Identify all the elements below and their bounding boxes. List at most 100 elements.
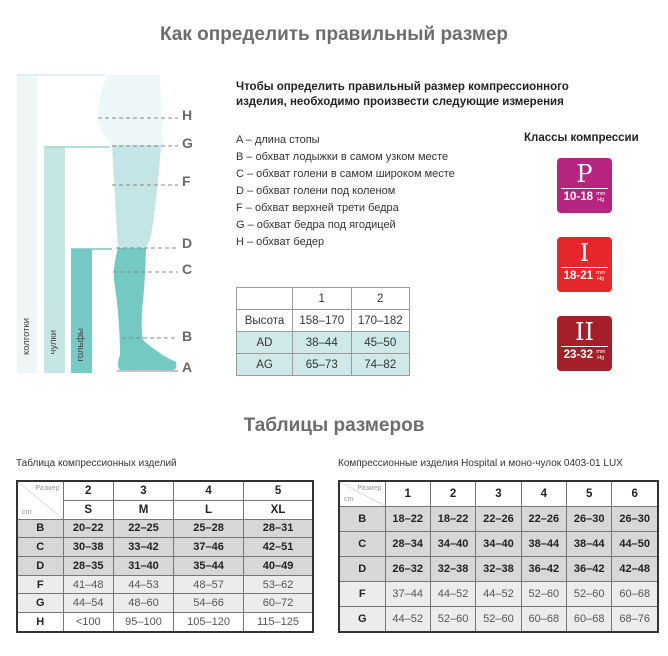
- table-row: F 41–48 44–53 48–57 53–62: [16, 574, 314, 595]
- table-cell: 36–42: [565, 555, 613, 582]
- table-row: C 30–38 33–42 37–46 42–51: [16, 537, 314, 557]
- table-cell: 1: [384, 480, 431, 508]
- table-cell: 3: [112, 480, 175, 501]
- table-cell: 25–28: [173, 518, 245, 539]
- table-cell: XL: [243, 499, 314, 520]
- table-cell: 44–53: [112, 574, 175, 595]
- table-cell: 60–68: [520, 605, 568, 633]
- table-cell: 28–34: [384, 531, 431, 557]
- knee-bar: [71, 249, 92, 373]
- table-header-row: Размер cm 2 3 4 5: [16, 480, 314, 520]
- table-cell: 4: [520, 480, 568, 508]
- table-cell: 48–60: [112, 593, 175, 614]
- table-cell: 36–42: [520, 555, 568, 582]
- table-cell: D: [16, 555, 64, 576]
- table-cell: 26–30: [611, 506, 659, 533]
- table-cell: L: [173, 499, 245, 520]
- class-p-badge: P 10-18 mm Hg: [557, 158, 612, 213]
- table-cell: 60–68: [611, 580, 659, 607]
- compression-title: Классы компрессии: [524, 132, 639, 144]
- table-cell: D: [338, 555, 386, 582]
- compression-size-table: Размер cm 2 3 4 5 S M L XL B 20–22 22–25 25–28 28–31 C 3…: [16, 480, 314, 633]
- table-cell: G: [338, 605, 386, 633]
- measurement-item: H – обхват бедер: [236, 236, 325, 248]
- table1-caption: Таблица компрессионных изделий: [16, 458, 177, 469]
- table-cell: 44–54: [62, 593, 114, 614]
- measurement-item: G – обхват бедра под ягодицей: [236, 219, 396, 231]
- table-cell: 37–44: [384, 580, 431, 607]
- table-cell: 48–57: [173, 574, 245, 595]
- table-cell: F: [338, 580, 386, 607]
- table-cell: 5: [243, 480, 314, 501]
- table-cell: 18–22: [384, 506, 431, 533]
- stockings-bar: [44, 147, 65, 373]
- table-cell: 32–38: [475, 555, 522, 582]
- table-row: D 28–35 31–40 35–44 40–49: [16, 555, 314, 576]
- table-cell: 22–26: [520, 506, 568, 533]
- table-cell: 68–76: [611, 605, 659, 633]
- table-row: C 28–34 34–40 34–40 38–44 38–44 44–50: [338, 531, 659, 557]
- page-title: Как определить правильный размер: [159, 24, 509, 45]
- table-cell: 60–68: [565, 605, 613, 633]
- table-cell: 28–31: [243, 518, 314, 539]
- class-1-badge: I 18-21 mm Hg: [557, 237, 612, 292]
- table-cell: G: [16, 593, 64, 614]
- table-row: G 44–52 52–60 52–60 60–68 60–68 68–76: [338, 605, 659, 633]
- corner-size-label: Размер: [357, 485, 382, 492]
- table-cell: 44–50: [611, 531, 659, 557]
- point-f: F: [182, 173, 191, 189]
- table-cell: C: [338, 531, 386, 557]
- table-cell: 44–52: [429, 580, 477, 607]
- table-cell: 52–60: [565, 580, 613, 607]
- thigh-shape: [112, 145, 161, 248]
- table-cell: 5: [565, 480, 613, 508]
- table-cell: 20–22: [62, 518, 114, 539]
- table-cell: 22–25: [112, 518, 175, 539]
- leg-diagram: [17, 74, 178, 373]
- table-cell: 44–52: [384, 605, 431, 633]
- table-cell: F: [16, 574, 64, 595]
- table-cell: 38–44: [565, 531, 613, 557]
- table-cell: 2: [62, 480, 114, 501]
- point-b: B: [182, 328, 193, 344]
- table-cell: 52–60: [475, 605, 522, 633]
- table-cell: 37–46: [173, 537, 245, 557]
- measurement-item: A – длина стопы: [236, 134, 320, 146]
- stockings-label: чулки: [48, 330, 59, 355]
- table-cell: 105–120: [173, 612, 245, 633]
- table-cell: 41–48: [62, 574, 114, 595]
- table-cell: 4: [173, 480, 245, 501]
- table-cell: 52–60: [429, 605, 477, 633]
- table-cell: 28–35: [62, 555, 114, 576]
- table-cell: 42–51: [243, 537, 314, 557]
- table-cell: B: [16, 518, 64, 539]
- table-cell: 22–26: [475, 506, 522, 533]
- class-2-badge: II 23-32 mm Hg: [557, 316, 612, 371]
- hospital-size-table: Размер cm 1 2 3 4 5 6 B 18–22 18–22 22–26 22–26 26–30…: [338, 480, 659, 633]
- corner-unit-label: cm: [344, 496, 354, 504]
- knee-socks-label: гольфы: [75, 328, 86, 362]
- table-header-row: Размер cm 1 2 3 4 5 6: [338, 480, 659, 508]
- table-cell: 6: [611, 480, 659, 508]
- corner-size-label: Размер: [35, 485, 60, 492]
- table-cell: 18–22: [429, 506, 477, 533]
- tables-title: Таблицы размеров: [243, 415, 425, 436]
- table-row: D 26–32 32–38 32–38 36–42 36–42 42–48: [338, 555, 659, 582]
- table-corner: Размер cm: [338, 480, 386, 508]
- table-row: B 20–22 22–25 25–28 28–31: [16, 518, 314, 539]
- measurement-item: C – обхват голени в самом широком месте: [236, 168, 455, 180]
- table-cell: 3: [475, 480, 522, 508]
- tights-bar: [17, 75, 37, 373]
- table-row: H <100 95–100 105–120 115–125: [16, 612, 314, 633]
- table-cell: 26–32: [384, 555, 431, 582]
- table-cell: 35–44: [173, 555, 245, 576]
- table-cell: 42–48: [611, 555, 659, 582]
- tights-label: колготки: [21, 318, 32, 356]
- table-cell: <100: [62, 612, 114, 633]
- point-d: D: [182, 235, 193, 251]
- measurement-item: B – обхват лодыжки в самом узком месте: [236, 151, 449, 163]
- table-cell: 44–52: [475, 580, 522, 607]
- table-cell: 53–62: [243, 574, 314, 595]
- table-cell: 115–125: [243, 612, 314, 633]
